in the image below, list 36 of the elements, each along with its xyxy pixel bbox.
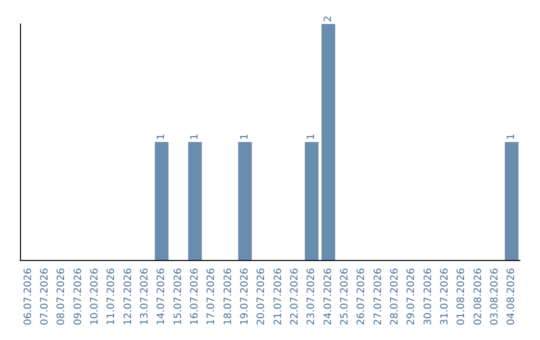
x-tick-label: 20.07.2026	[256, 268, 268, 326]
x-tick-label: 17.07.2026	[206, 268, 218, 326]
data-label: 1	[156, 134, 168, 140]
data-label: 2	[322, 16, 334, 22]
x-tick-label: 03.08.2026	[490, 268, 500, 326]
x-tick-label: 10.07.2026	[90, 268, 100, 326]
x-tick-label: 16.07.2026	[190, 268, 200, 326]
data-label: 1	[240, 134, 250, 140]
x-tick-label: 13.07.2026	[140, 268, 150, 326]
x-tick-label: 19.07.2026	[240, 268, 250, 326]
x-tick-label: 01.08.2026	[456, 268, 468, 326]
x-tick-label: 26.07.2026	[356, 268, 368, 326]
x-tick-label: 28.07.2026	[390, 268, 400, 326]
x-tick-label: 12.07.2026	[122, 268, 134, 326]
x-tick-label: 07.07.2026	[40, 268, 50, 326]
x-tick-label: 02.08.2026	[472, 268, 484, 326]
x-tick-label: 21.07.2026	[272, 268, 284, 326]
x-tick-label: 31.07.2026	[440, 268, 450, 326]
x-tick-label: 04.08.2026	[506, 268, 518, 326]
x-tick-label: 08.07.2026	[56, 268, 68, 326]
x-tick-label: 30.07.2026	[422, 268, 434, 326]
x-tick-label: 23.07.2026	[306, 268, 318, 326]
data-label: 1	[190, 134, 200, 140]
x-tick-label: 15.07.2026	[172, 268, 184, 326]
x-tick-label: 24.07.2026	[322, 268, 334, 326]
data-label: 1	[306, 134, 318, 140]
x-tick-label: 27.07.2026	[372, 268, 384, 326]
x-tick-label: 09.07.2026	[72, 268, 84, 326]
x-tick-label: 25.07.2026	[340, 268, 350, 326]
data-label: 1	[506, 134, 518, 140]
x-tick-label: 22.07.2026	[290, 268, 300, 326]
x-tick-label: 14.07.2026	[156, 268, 168, 326]
x-tick-label: 18.07.2026	[222, 268, 234, 326]
x-tick-label: 06.07.2026	[22, 268, 34, 326]
x-tick-label: 29.07.2026	[406, 268, 418, 326]
x-tick-label: 11.07.2026	[106, 268, 118, 326]
